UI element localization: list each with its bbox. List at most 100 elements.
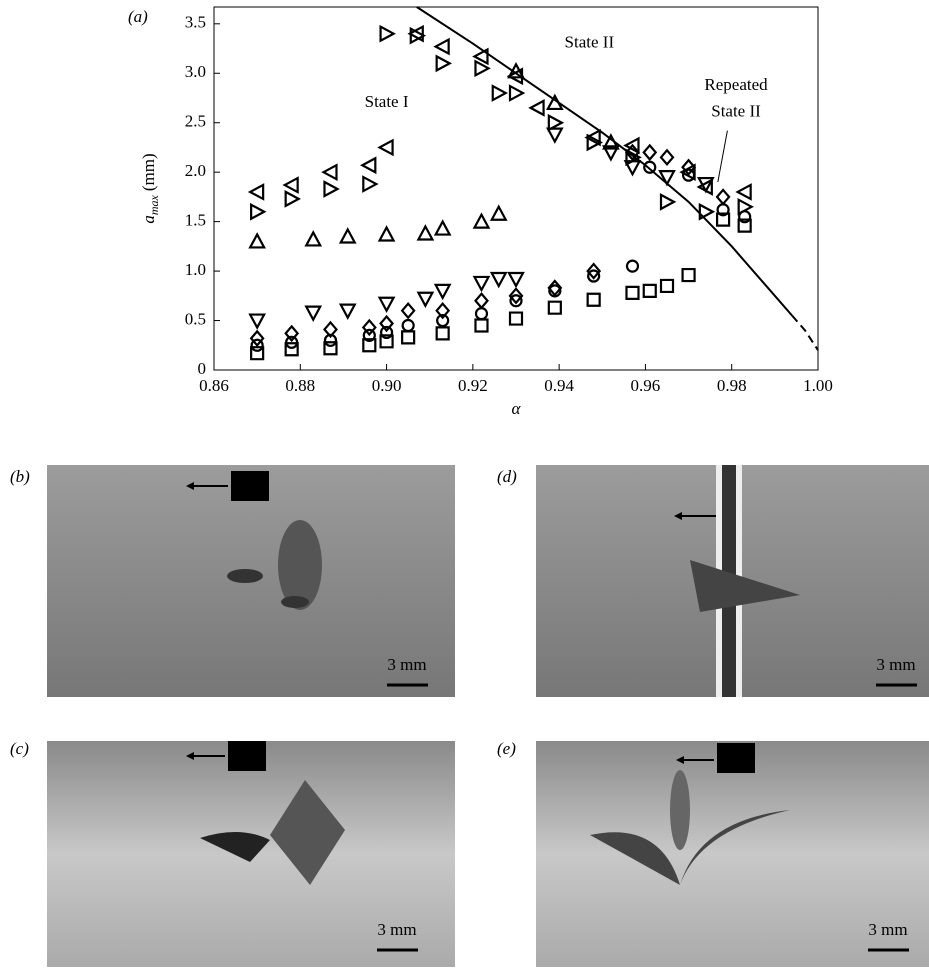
data-point [625, 285, 640, 300]
photo-e [536, 741, 929, 967]
model-curve [416, 6, 793, 317]
x-tick-label: 1.00 [803, 376, 833, 395]
y-tick-label: 2.5 [185, 112, 206, 131]
data-point [304, 230, 323, 247]
data-point [282, 176, 299, 194]
data-point [321, 163, 338, 182]
data-point [509, 294, 523, 308]
data-point [586, 292, 601, 307]
x-tick-label: 0.90 [372, 376, 402, 395]
x-tick-label: 0.92 [458, 376, 488, 395]
annotation: Repeated [704, 75, 768, 94]
data-point [433, 37, 450, 56]
data-point [284, 342, 299, 357]
y-label-base: a [139, 215, 158, 224]
annotation: State II [711, 102, 761, 121]
data-point [658, 170, 676, 187]
data-point [737, 197, 754, 216]
data-point [489, 204, 508, 221]
data-point [625, 259, 640, 273]
data-point [602, 145, 620, 162]
data-point [284, 324, 300, 343]
data-point [400, 301, 416, 320]
scale-label: 3 mm [876, 655, 915, 674]
data-point [407, 24, 424, 43]
data-point [323, 320, 338, 339]
data-point [696, 178, 713, 196]
photo-d [536, 465, 929, 697]
data-point [642, 283, 657, 298]
data-point [338, 227, 357, 244]
data-point [586, 133, 603, 152]
data-point [285, 335, 299, 349]
data-point [528, 99, 545, 117]
data-point [625, 143, 640, 162]
data-point [362, 175, 379, 193]
data-point [659, 278, 675, 294]
panel-label: (a) [128, 7, 148, 26]
data-point [681, 267, 696, 283]
model-curve [791, 314, 819, 351]
data-point [545, 127, 564, 144]
data-point [248, 313, 266, 330]
data-point [377, 296, 396, 314]
data-point [474, 307, 489, 321]
x-tick-label: 0.96 [631, 376, 661, 395]
data-point [508, 311, 524, 326]
data-point [435, 54, 452, 73]
data-point [433, 283, 452, 301]
y-tick-label: 1.5 [185, 211, 206, 230]
data-point [547, 113, 565, 132]
data-point [625, 148, 642, 167]
data-point [284, 190, 301, 208]
data-point [379, 334, 394, 349]
data-point [401, 330, 416, 345]
y-label-sub: max [147, 194, 161, 215]
scale-label: 3 mm [387, 655, 426, 674]
x-tick-label: 0.94 [544, 376, 574, 395]
data-point [508, 84, 526, 102]
photo-c [47, 741, 455, 967]
scale-label: 3 mm [377, 920, 416, 939]
data-point [474, 59, 491, 78]
data-point [248, 232, 266, 249]
data-point [379, 24, 396, 43]
data-point [623, 136, 640, 155]
annotation-arrow [717, 130, 728, 183]
data-point [359, 156, 377, 175]
data-point [681, 158, 697, 176]
data-point [435, 301, 451, 320]
panel-label: (b) [10, 467, 30, 486]
x-tick-label: 0.88 [285, 376, 315, 395]
data-point [379, 314, 395, 333]
data-point [377, 225, 396, 242]
y-tick-label: 2.0 [185, 161, 206, 180]
data-point [416, 224, 435, 241]
data-point [474, 292, 489, 310]
x-tick-label: 0.98 [717, 376, 747, 395]
data-point [659, 193, 677, 211]
data-point [735, 183, 752, 201]
data-point [362, 328, 376, 342]
y-tick-label: 0.5 [185, 309, 206, 328]
data-point [547, 300, 562, 315]
data-point [547, 279, 563, 297]
photo-b [47, 465, 455, 697]
scale-label: 3 mm [868, 920, 907, 939]
data-point [642, 143, 658, 162]
data-point [587, 269, 601, 283]
annotation: State II [565, 33, 615, 52]
data-point [489, 271, 508, 289]
data-point [433, 219, 452, 236]
data-point [338, 303, 357, 320]
data-point [379, 325, 394, 340]
data-point [377, 138, 394, 157]
panel-label: (d) [497, 467, 517, 486]
data-point [698, 202, 716, 221]
data-point [584, 128, 601, 147]
data-point [643, 160, 657, 174]
data-point [472, 212, 491, 229]
data-point [659, 148, 675, 167]
panel-label: (e) [497, 739, 516, 758]
